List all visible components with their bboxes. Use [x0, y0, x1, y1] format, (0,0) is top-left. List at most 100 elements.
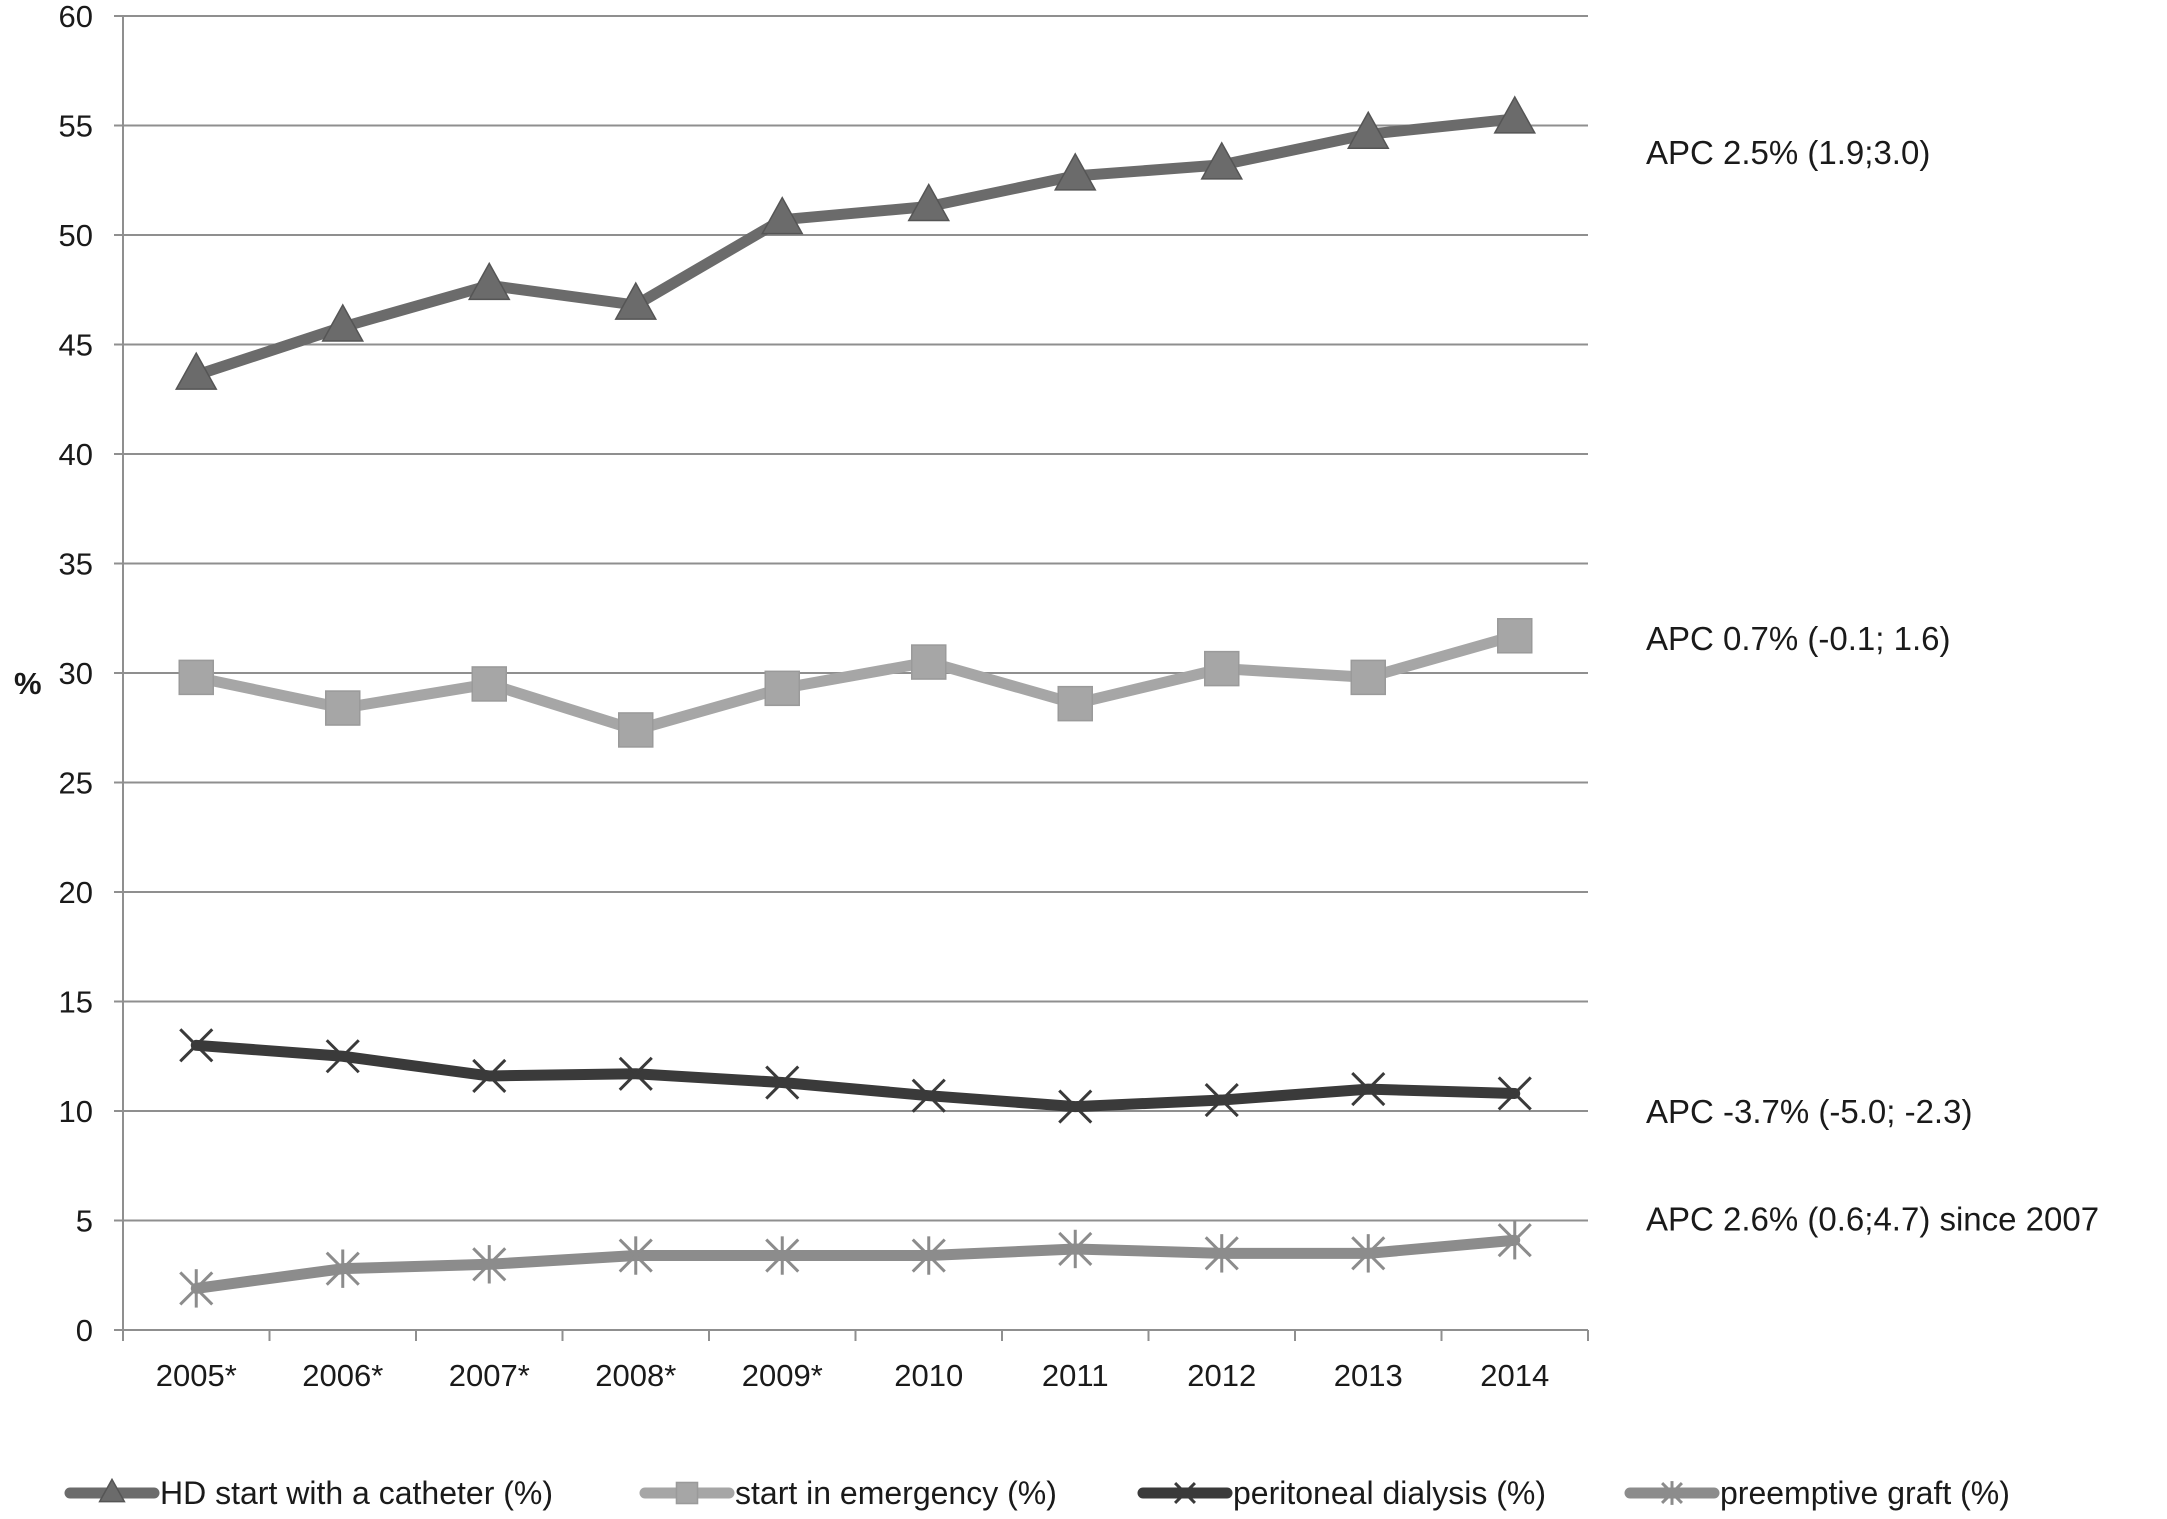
data-point [1200, 141, 1244, 180]
x-marker-stroke [472, 1058, 507, 1094]
y-tick-label: 55 [59, 109, 93, 144]
triangle-marker [614, 281, 658, 320]
y-tick-label: 45 [59, 328, 93, 363]
square-marker [764, 670, 800, 707]
data-point [472, 1058, 507, 1094]
y-tick-label: 10 [59, 1094, 93, 1129]
gridlines [123, 15, 1588, 1222]
x-marker-stroke [1204, 1082, 1239, 1118]
data-point [174, 351, 218, 390]
y-tick-label: 30 [59, 656, 93, 691]
axes: 0 5 10 15 20 25 30 35 40 45 50 55 60 2005* 2006* 2007* 2… [14, 0, 1589, 1393]
x-tick-label: 2005* [156, 1358, 237, 1393]
data-point [1497, 618, 1533, 654]
series-0 [174, 95, 1537, 390]
legend-label: peritoneal dialysis (%) [1233, 1475, 1546, 1511]
series-1 [178, 618, 1533, 748]
x-tick-label: 2012 [1187, 1358, 1256, 1393]
apc-annotation: APC 0.7% (-0.1; 1.6) [1646, 620, 1950, 657]
x-tick-label: 2009* [742, 1358, 823, 1393]
data-point [618, 1236, 653, 1275]
data-point [907, 182, 951, 222]
apc-annotation: APC -3.7% (-5.0; -2.3) [1646, 1093, 1972, 1130]
x-marker-stroke [765, 1065, 800, 1100]
data-point [471, 666, 507, 702]
x-tick-label: 2013 [1334, 1358, 1403, 1393]
data-point [911, 1236, 946, 1275]
x-tick-label: 2010 [894, 1358, 963, 1393]
data-point [1204, 650, 1240, 687]
y-tick-label: 40 [59, 437, 93, 472]
x-tick-label: 2006* [302, 1358, 383, 1393]
apc-annotation: APC 2.6% (0.6;4.7) since 2007 [1646, 1200, 2099, 1237]
data-point [325, 690, 361, 726]
data-point [1204, 1234, 1239, 1273]
series-line [190, 630, 1521, 736]
x-tick-label: 2014 [1480, 1358, 1549, 1393]
triangle-marker [174, 351, 218, 390]
data-point [325, 1039, 360, 1074]
triangle-marker [907, 182, 951, 222]
data-point [618, 1056, 653, 1091]
series-line [190, 1039, 1521, 1113]
series-line [190, 113, 1521, 381]
series-2 [179, 1028, 1532, 1124]
y-tick-label: 0 [76, 1313, 93, 1348]
apc-annotation: APC 2.5% (1.9;3.0) [1646, 134, 1930, 171]
legend-label: HD start with a catheter (%) [160, 1475, 553, 1511]
legend-marker [98, 1477, 126, 1503]
legend-marker [675, 1481, 699, 1505]
legend-item: peritoneal dialysis (%) [1137, 1475, 1546, 1511]
square-marker [1350, 659, 1386, 696]
triangle-marker [1346, 110, 1390, 150]
x-marker-stroke [1497, 1076, 1532, 1111]
data-point [1497, 1221, 1532, 1260]
triangle-marker [321, 303, 365, 342]
square-marker [1204, 650, 1240, 687]
square-marker [471, 666, 507, 702]
x-marker-stroke [1174, 1482, 1196, 1504]
legend-item: start in emergency (%) [639, 1475, 1057, 1511]
triangle-marker [760, 196, 804, 235]
square-marker [1057, 685, 1093, 722]
legend-item: HD start with a catheter (%) [64, 1475, 553, 1511]
data-point [179, 1269, 214, 1308]
x-marker-stroke [1351, 1072, 1386, 1107]
data-point [760, 196, 804, 235]
x-tick-label: 2008* [595, 1358, 676, 1393]
data-point [765, 1236, 800, 1275]
square-marker [325, 690, 361, 726]
data-point [179, 1028, 214, 1063]
data-point [1351, 1072, 1386, 1107]
data-point [765, 1065, 800, 1100]
y-tick-label: 60 [59, 0, 93, 34]
y-axis-label: % [14, 666, 42, 701]
data-point [325, 1249, 360, 1288]
y-tick-label: 35 [59, 547, 93, 582]
series-3 [179, 1221, 1532, 1308]
legend-item: preemptive graft (%) [1624, 1475, 2010, 1511]
square-marker [618, 712, 654, 748]
legend-marker [1174, 1482, 1196, 1504]
data-point [472, 1245, 507, 1284]
x-marker-stroke [911, 1078, 946, 1113]
data-point [1053, 152, 1097, 191]
data-point [1350, 659, 1386, 696]
series-lines [174, 95, 1537, 1308]
data-point [1058, 1089, 1093, 1124]
square-marker [675, 1481, 699, 1505]
y-tick-label: 20 [59, 875, 93, 910]
triangle-marker [1493, 95, 1537, 134]
data-point [1497, 1076, 1532, 1111]
data-point [764, 670, 800, 707]
y-tick-label: 50 [59, 218, 93, 253]
data-point [911, 1078, 946, 1113]
data-point [911, 644, 947, 680]
y-tick-label: 25 [59, 766, 93, 801]
series-line [190, 1234, 1521, 1294]
x-tick-label: 2011 [1042, 1358, 1109, 1393]
x-marker-stroke [325, 1039, 360, 1074]
x-marker-stroke [1058, 1089, 1093, 1124]
data-point [1493, 95, 1537, 134]
